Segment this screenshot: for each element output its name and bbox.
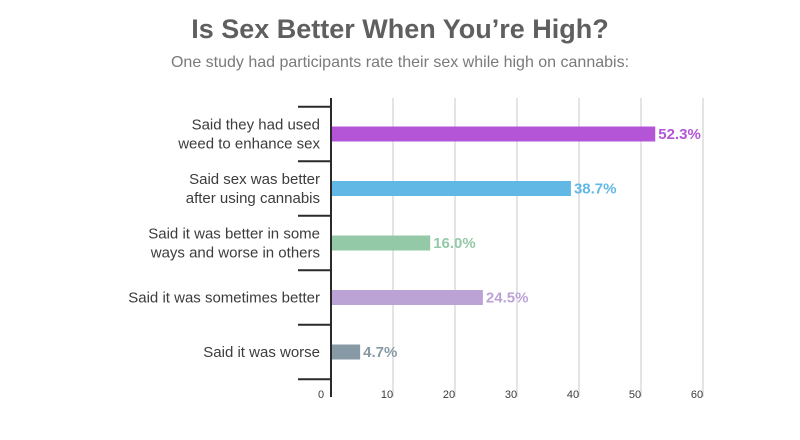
x-tick-label: 0 — [318, 389, 324, 401]
chart-title: Is Sex Better When You’re High? — [191, 14, 609, 44]
bar — [331, 344, 361, 360]
category-separators — [298, 105, 331, 381]
x-tick-labels: 0 10 20 30 40 50 60 — [318, 389, 703, 401]
bar — [331, 235, 431, 251]
category-label: Said sex was better after using cannabis — [186, 171, 320, 207]
value-label: 24.5% — [486, 290, 529, 307]
category-label: Said it was better in some ways and worse… — [148, 226, 320, 262]
bar — [331, 126, 656, 142]
x-tick-label: 30 — [505, 389, 517, 401]
value-label: 38.7% — [574, 181, 617, 198]
x-tick-label: 40 — [567, 389, 579, 401]
x-tick-label: 60 — [691, 389, 703, 401]
value-label: 52.3% — [658, 126, 701, 143]
bar — [331, 290, 483, 305]
value-label: 4.7% — [363, 344, 397, 361]
value-labels: 52.3% 38.7% 16.0% 24.5% 4.7% — [363, 126, 701, 361]
category-label: Said it was sometimes better — [128, 290, 320, 307]
category-label: Said it was worse — [203, 344, 320, 361]
category-labels: Said they had used weed to enhance sex Sai… — [128, 117, 320, 362]
bar — [331, 181, 571, 196]
bars — [331, 126, 656, 360]
category-label: Said they had used weed to enhance sex — [177, 117, 320, 153]
chart-subtitle: One study had participants rate their se… — [170, 54, 630, 71]
x-tick-label: 50 — [629, 389, 641, 401]
value-label: 16.0% — [433, 235, 476, 252]
x-tick-label: 20 — [443, 389, 455, 401]
x-tick-label: 10 — [381, 389, 393, 401]
